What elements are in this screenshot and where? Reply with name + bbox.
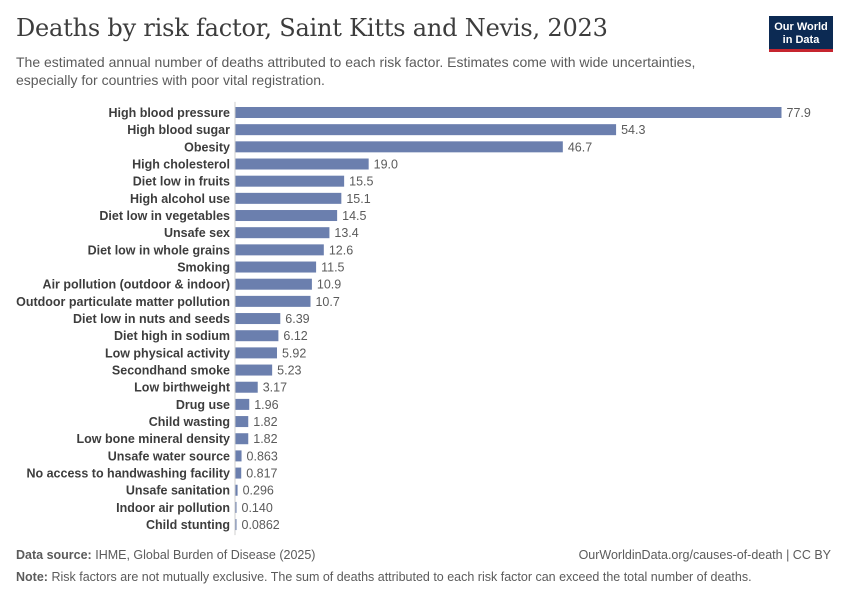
- note-text: Risk factors are not mutually exclusive.…: [51, 570, 752, 584]
- category-label: Low bone mineral density: [77, 432, 231, 446]
- value-label: 0.817: [246, 467, 277, 481]
- bar[interactable]: [235, 227, 330, 239]
- bar[interactable]: [235, 398, 250, 410]
- bar[interactable]: [235, 313, 281, 325]
- category-label: No access to handwashing facility: [26, 467, 230, 481]
- value-label: 11.5: [321, 261, 344, 275]
- bar[interactable]: [235, 381, 258, 393]
- category-label: Child stunting: [146, 518, 230, 532]
- bar[interactable]: [235, 210, 338, 222]
- category-label: Diet low in fruits: [133, 175, 230, 189]
- category-label: Outdoor particulate matter pollution: [16, 295, 230, 309]
- bar[interactable]: [235, 244, 324, 256]
- value-label: 77.9: [787, 106, 811, 120]
- value-label: 54.3: [621, 123, 645, 137]
- bar-chart: High blood pressure 77.9 High blood sugar 5…: [16, 101, 811, 536]
- bar[interactable]: [235, 501, 237, 513]
- bar[interactable]: [235, 158, 369, 170]
- category-label: Diet low in nuts and seeds: [73, 312, 230, 326]
- category-label: Air pollution (outdoor & indoor): [43, 278, 230, 292]
- chart-subtitle: The estimated annual number of deaths at…: [16, 54, 696, 88]
- bar[interactable]: [235, 278, 312, 290]
- owid-logo[interactable]: Our World in Data: [769, 16, 833, 52]
- category-label: Low physical activity: [105, 346, 230, 360]
- category-label: High cholesterol: [132, 158, 230, 172]
- bar[interactable]: [235, 450, 242, 462]
- category-label: Secondhand smoke: [112, 364, 230, 378]
- chart-title: Deaths by risk factor, Saint Kitts and N…: [16, 14, 608, 42]
- value-label: 15.5: [349, 175, 373, 189]
- bar[interactable]: [235, 416, 249, 428]
- category-label: Indoor air pollution: [116, 501, 230, 515]
- value-label: 10.9: [317, 278, 341, 292]
- category-label: Obesity: [184, 140, 230, 154]
- category-label: High blood sugar: [127, 123, 230, 137]
- category-label: High blood pressure: [108, 106, 230, 120]
- value-label: 5.23: [277, 364, 301, 378]
- bar[interactable]: [235, 347, 277, 359]
- bar[interactable]: [235, 364, 273, 376]
- value-label: 6.39: [285, 312, 309, 326]
- category-label: Diet low in vegetables: [99, 209, 230, 223]
- value-label: 0.296: [243, 484, 274, 498]
- category-label: Child wasting: [149, 415, 230, 429]
- value-label: 19.0: [374, 158, 398, 172]
- value-label: 0.0862: [242, 518, 280, 532]
- value-label: 6.12: [283, 329, 307, 343]
- value-label: 5.92: [282, 346, 306, 360]
- category-label: Diet low in whole grains: [88, 243, 230, 257]
- logo-line-1: Our World: [774, 21, 828, 33]
- logo-line-2: in Data: [782, 34, 820, 46]
- value-label: 1.82: [253, 432, 277, 446]
- bar[interactable]: [235, 124, 617, 136]
- footnote: Note: Risk factors are not mutually excl…: [16, 570, 752, 584]
- category-label: Drug use: [176, 398, 230, 412]
- value-label: 0.140: [242, 501, 273, 515]
- bar[interactable]: [235, 261, 317, 273]
- bar[interactable]: [235, 141, 563, 153]
- bar[interactable]: [235, 330, 279, 342]
- bar[interactable]: [235, 484, 238, 496]
- value-label: 0.863: [247, 449, 278, 463]
- value-label: 1.96: [254, 398, 278, 412]
- bar[interactable]: [235, 175, 345, 187]
- value-label: 15.1: [346, 192, 370, 206]
- value-label: 46.7: [568, 140, 592, 154]
- value-label: 3.17: [263, 381, 287, 395]
- value-label: 1.82: [253, 415, 277, 429]
- note-label: Note:: [16, 570, 48, 584]
- bar[interactable]: [235, 519, 237, 531]
- source-link[interactable]: IHME, Global Burden of Disease (2025): [95, 548, 316, 562]
- bar[interactable]: [235, 433, 249, 445]
- bar[interactable]: [235, 192, 342, 204]
- category-label: Unsafe water source: [108, 449, 230, 463]
- value-label: 12.6: [329, 243, 353, 257]
- category-label: Smoking: [177, 261, 230, 275]
- category-label: Low birthweight: [134, 381, 231, 395]
- category-label: High alcohol use: [130, 192, 230, 206]
- category-label: Diet high in sodium: [114, 329, 230, 343]
- value-label: 10.7: [315, 295, 339, 309]
- category-label: Unsafe sex: [164, 226, 230, 240]
- bar[interactable]: [235, 107, 782, 118]
- bar[interactable]: [235, 295, 311, 307]
- category-label: Unsafe sanitation: [126, 484, 230, 498]
- value-label: 13.4: [334, 226, 358, 240]
- source-label: Data source:: [16, 548, 92, 562]
- data-source: Data source: IHME, Global Burden of Dise…: [16, 548, 315, 562]
- value-label: 14.5: [342, 209, 366, 223]
- url-license[interactable]: OurWorldinData.org/causes-of-death | CC …: [578, 548, 831, 562]
- bar[interactable]: [235, 467, 242, 479]
